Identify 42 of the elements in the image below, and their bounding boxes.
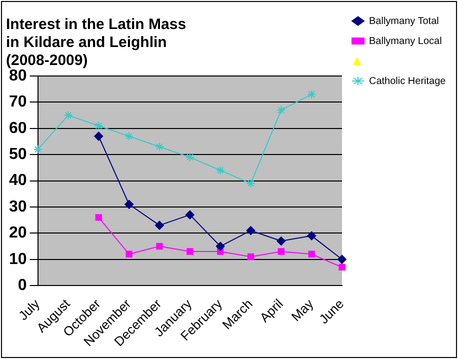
point: [126, 250, 132, 258]
point: [64, 110, 73, 120]
legend-label: Ballymany Local: [369, 36, 442, 47]
point: [95, 214, 102, 221]
point: [185, 152, 194, 162]
point: [185, 210, 194, 220]
point: [94, 132, 104, 141]
point: [154, 220, 164, 230]
x-tick-label: July: [15, 296, 43, 324]
y-tick-label: 30: [9, 198, 27, 216]
point: [247, 253, 254, 260]
point: [216, 242, 225, 251]
point: [94, 121, 104, 130]
point: [276, 236, 286, 246]
point: [338, 254, 346, 264]
y-tick-label: 20: [9, 224, 27, 242]
point: [33, 144, 42, 154]
point: [156, 242, 163, 250]
y-tick-label: 50: [9, 146, 27, 163]
y-tick-label: 60: [9, 120, 27, 137]
y-tick-label: 80: [9, 67, 27, 84]
chart-title: Interest in the Latin Mass in Kildare and Leighlin (2008-2009): [6, 16, 186, 70]
x-tick-label: May: [288, 296, 317, 324]
point: [246, 226, 256, 236]
point: [186, 248, 194, 255]
y-tick-label: 40: [9, 172, 27, 190]
point: [124, 200, 134, 209]
point: [276, 106, 286, 115]
point: [216, 166, 225, 175]
point: [338, 264, 346, 271]
point: [246, 178, 256, 188]
point: [154, 142, 164, 152]
y-tick-label: 10: [9, 250, 27, 268]
point: [308, 250, 315, 258]
y-tick-label: 70: [9, 94, 27, 111]
legend-label: Catholic Heritage: [369, 76, 446, 87]
point: [124, 132, 134, 141]
point: [307, 231, 316, 240]
point: [307, 90, 316, 99]
y-tick-label: 0: [18, 276, 27, 294]
point: [278, 248, 284, 255]
legend-label: Ballymany Total: [369, 16, 439, 27]
